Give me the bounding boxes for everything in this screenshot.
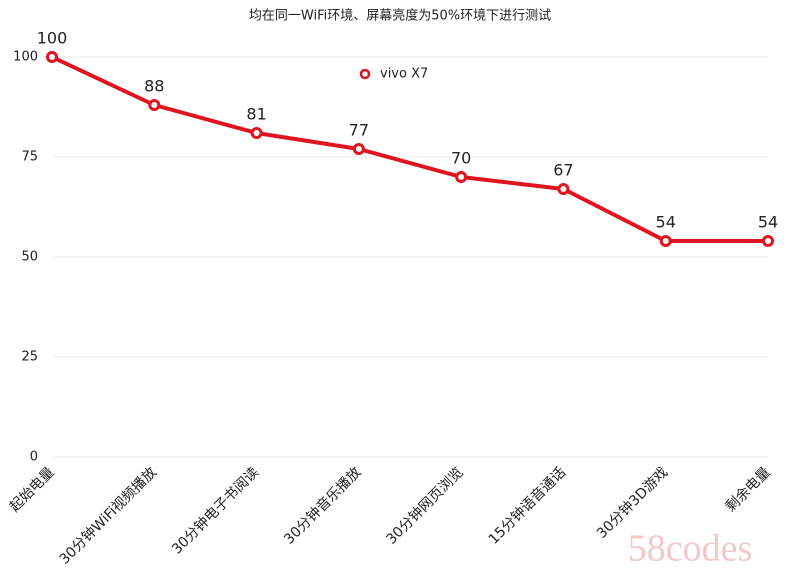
data-point	[659, 235, 672, 247]
watermark: 58codes	[628, 528, 753, 570]
x-tick-label: 30分钟WiFi视频播放	[56, 464, 160, 568]
data-point	[148, 99, 161, 111]
data-label: 100	[37, 29, 68, 48]
x-tick-label: 30分钟网页浏览	[383, 464, 467, 548]
legend-marker	[359, 68, 371, 80]
data-label: 70	[451, 149, 471, 168]
data-point	[557, 183, 570, 195]
x-tick-label: 30分钟电子书阅读	[168, 464, 262, 558]
x-tick-label: 30分钟音乐播放	[280, 464, 364, 548]
legend-label: vivo X7	[380, 67, 428, 82]
data-point	[352, 143, 365, 155]
data-label: 54	[656, 213, 676, 232]
y-tick-label: 25	[21, 350, 38, 365]
x-tick-label: 起始电量	[7, 464, 58, 515]
x-tick-label: 剩余电量	[722, 464, 774, 516]
chart-title: 均在同一WiFi环境、屏幕亮度为50%环境下进行测试	[249, 8, 551, 24]
data-point	[455, 171, 468, 183]
series-line	[51, 55, 768, 243]
data-label: 77	[349, 121, 369, 140]
y-tick-label: 50	[21, 250, 38, 265]
data-label: 88	[144, 77, 164, 96]
data-point	[46, 51, 58, 63]
data-label: 54	[758, 213, 778, 232]
data-label: 67	[553, 161, 573, 180]
x-tick-label: 15分钟语音通话	[485, 464, 569, 548]
data-label: 81	[246, 105, 266, 124]
y-tick-label: 0	[30, 450, 38, 465]
y-tick-label: 100	[13, 50, 38, 65]
data-point	[250, 127, 263, 139]
data-point	[762, 235, 774, 247]
y-tick-label: 75	[21, 150, 38, 165]
